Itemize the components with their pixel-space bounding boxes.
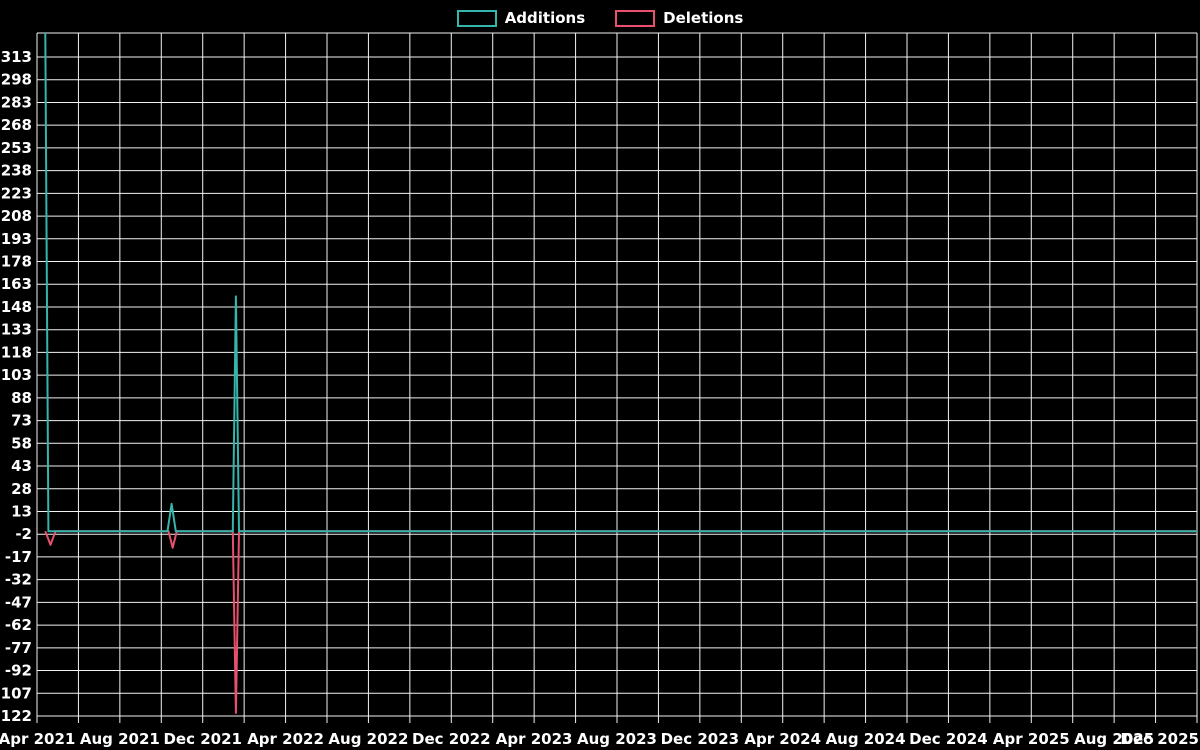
x-tick-label: Dec 2021 — [163, 730, 242, 748]
y-tick-label: -2 — [15, 525, 32, 543]
y-tick-label: 43 — [11, 457, 32, 475]
x-tick-label: Apr 2022 — [247, 730, 324, 748]
y-tick-label: 148 — [1, 298, 32, 316]
y-tick-label: 283 — [1, 93, 32, 111]
y-tick-label: -122 — [0, 707, 32, 725]
y-tick-label: 313 — [1, 48, 32, 66]
x-tick-label: Dec 2025 — [1121, 730, 1200, 748]
y-tick-label: 223 — [1, 184, 32, 202]
y-tick-label: -92 — [5, 662, 32, 680]
y-tick-label: 133 — [1, 321, 32, 339]
y-tick-label: 298 — [1, 71, 32, 89]
x-tick-label: Dec 2022 — [412, 730, 491, 748]
y-tick-label: 13 — [11, 502, 32, 520]
x-tick-label: Apr 2021 — [0, 730, 75, 748]
y-tick-label: -32 — [5, 571, 32, 589]
x-tick-label: Aug 2025 — [1074, 730, 1154, 748]
additions-swatch-icon — [456, 9, 497, 27]
y-tick-label: 253 — [1, 139, 32, 157]
y-tick-label: -62 — [5, 616, 32, 634]
deletions-legend-label: Deletions — [663, 9, 744, 27]
additions-line-series — [44, 32, 1197, 533]
y-tick-label: 238 — [1, 162, 32, 180]
legend-item-additions: Additions — [456, 9, 586, 27]
deletions-line-series — [44, 530, 1197, 714]
y-tick-label: 193 — [1, 230, 32, 248]
y-tick-label: 58 — [11, 434, 32, 452]
y-tick-label: 268 — [1, 116, 32, 134]
x-tick-label: Aug 2024 — [826, 730, 906, 748]
x-tick-label: Dec 2023 — [661, 730, 740, 748]
y-tick-label: 28 — [11, 480, 32, 498]
x-tick-label: Apr 2025 — [993, 730, 1070, 748]
x-tick-label: Aug 2021 — [80, 730, 160, 748]
y-tick-label: 103 — [1, 366, 32, 384]
y-tick-label: 88 — [11, 389, 32, 407]
y-tick-label: 118 — [1, 343, 32, 361]
y-tick-label: -107 — [0, 684, 32, 702]
y-tick-label: 73 — [11, 412, 32, 430]
x-tick-label: Aug 2022 — [328, 730, 408, 748]
y-tick-label: -47 — [5, 593, 32, 611]
legend-item-deletions: Deletions — [615, 9, 743, 27]
x-tick-label: Dec 2024 — [909, 730, 988, 748]
x-tick-label: Aug 2023 — [577, 730, 657, 748]
y-tick-label: 178 — [1, 253, 32, 271]
y-tick-label: 163 — [1, 275, 32, 293]
x-tick-label: Apr 2023 — [496, 730, 573, 748]
y-tick-label: 208 — [1, 207, 32, 225]
y-tick-label: -77 — [5, 639, 32, 657]
deletions-swatch-icon — [615, 9, 656, 27]
additions-legend-label: Additions — [504, 9, 586, 27]
y-tick-label: -17 — [5, 548, 32, 566]
x-tick-label: Apr 2024 — [744, 730, 821, 748]
chart-legend: Additions Deletions — [0, 9, 1200, 27]
